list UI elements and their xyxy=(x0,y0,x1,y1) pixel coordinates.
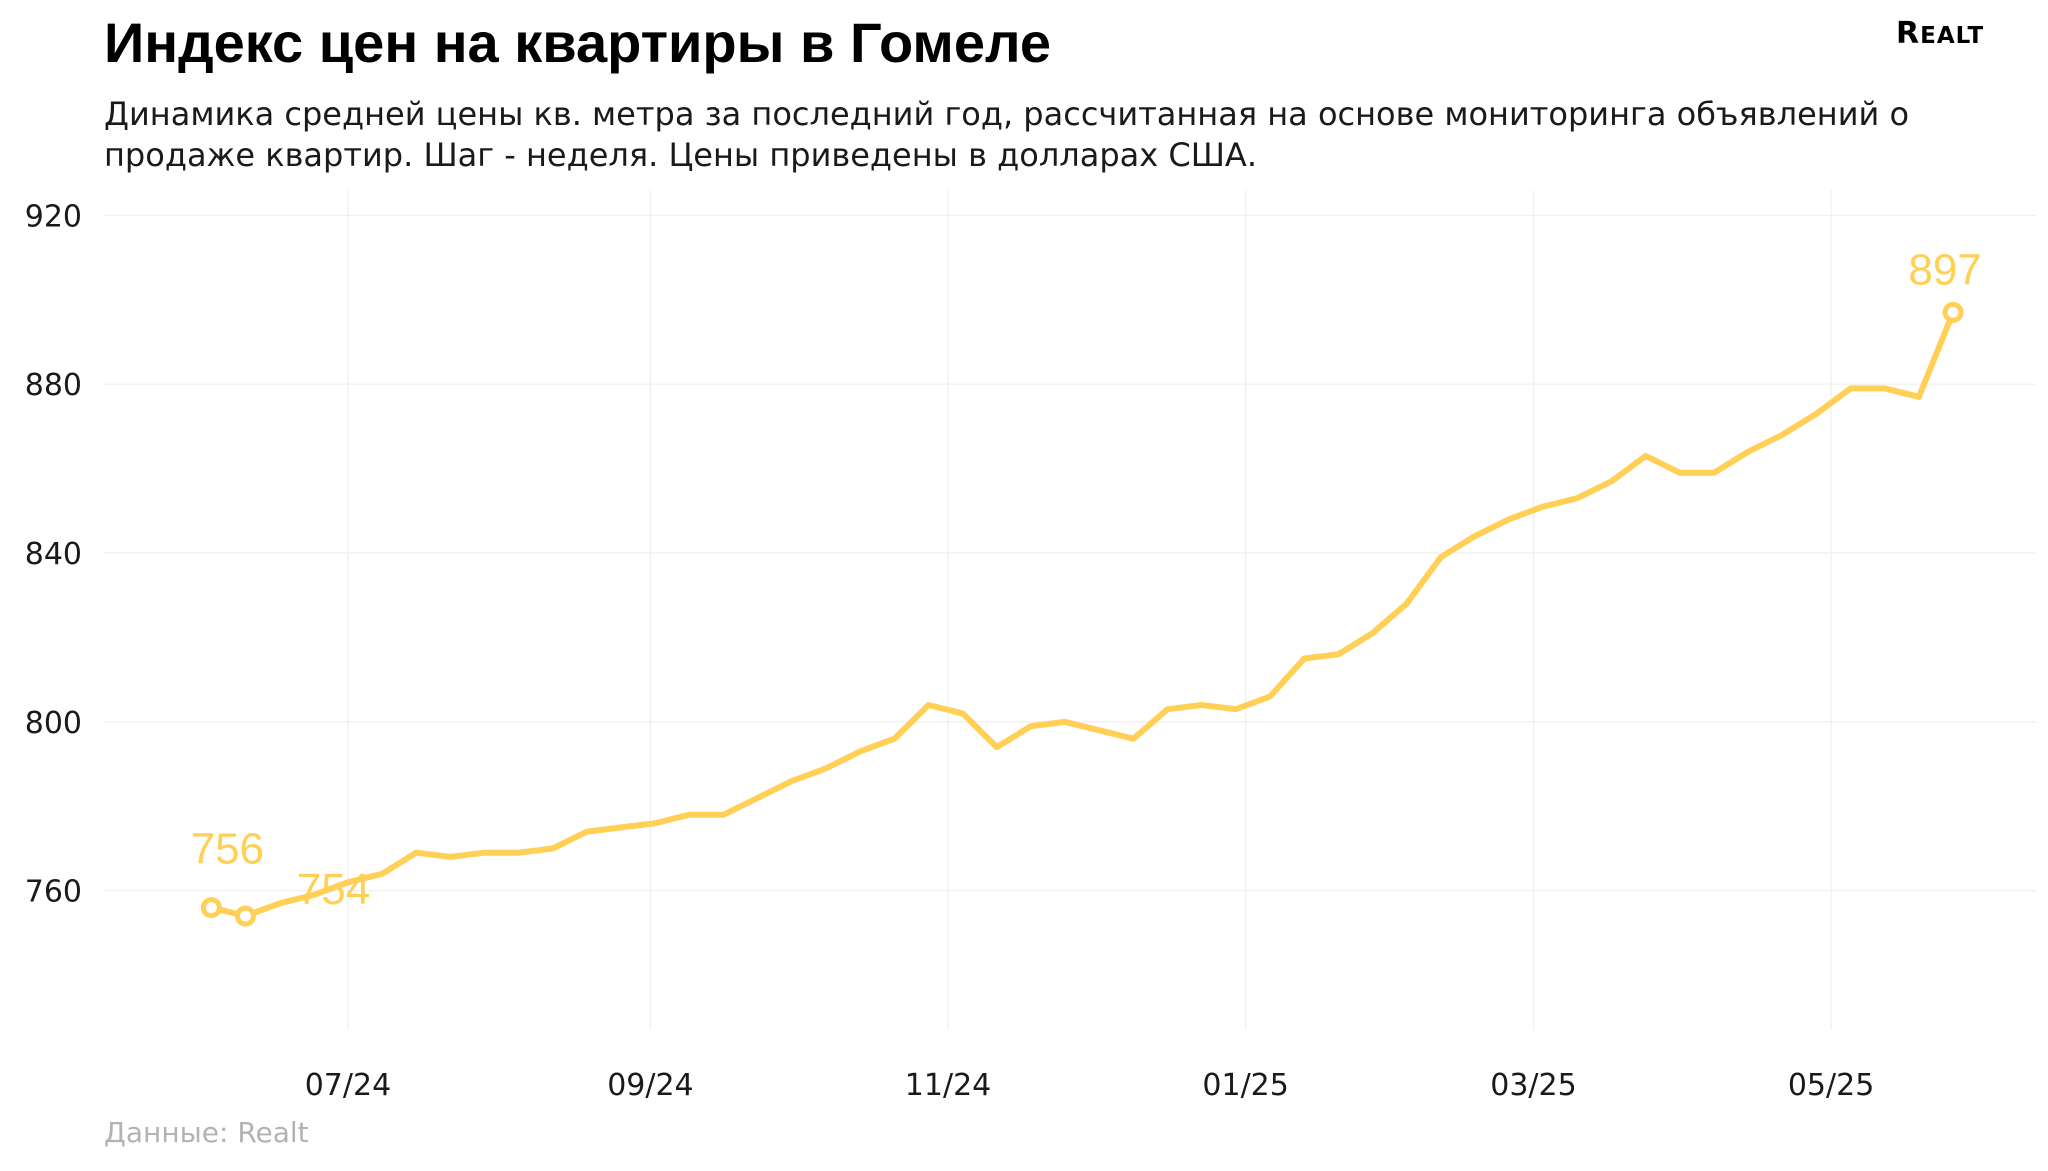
realt-logo[interactable]: REALT xyxy=(1896,16,1985,51)
x-tick-label: 11/24 xyxy=(905,1068,991,1103)
source-note: Данные: Realt xyxy=(104,1116,309,1149)
grid-layer xyxy=(104,190,2036,1030)
x-tick-label: 09/24 xyxy=(607,1068,693,1103)
series-layer xyxy=(208,309,1957,919)
point-value-label: 756 xyxy=(191,825,264,874)
y-axis: 760 800 840 880 920 xyxy=(25,199,82,909)
point-value-label: 897 xyxy=(1908,245,1981,294)
point-marker xyxy=(200,897,222,919)
series-line xyxy=(208,309,1957,919)
y-tick-label: 840 xyxy=(25,537,82,572)
annotation-layer: 756 754 897 xyxy=(191,245,1982,927)
x-tick-label: 01/25 xyxy=(1202,1068,1288,1103)
page-title: Индекс цен на квартиры в Гомеле xyxy=(104,11,1051,74)
x-tick-label: 05/25 xyxy=(1788,1068,1874,1103)
x-tick-label: 03/25 xyxy=(1490,1068,1576,1103)
x-axis: 07/24 09/24 11/24 01/25 03/25 05/25 xyxy=(305,1068,1875,1103)
y-tick-label: 760 xyxy=(25,875,82,910)
point-marker xyxy=(1942,301,1964,323)
x-tick-label: 07/24 xyxy=(305,1068,391,1103)
y-tick-label: 800 xyxy=(25,706,82,741)
y-tick-label: 880 xyxy=(25,368,82,403)
y-tick-label: 920 xyxy=(25,199,82,234)
point-marker xyxy=(234,905,256,927)
point-value-label: 754 xyxy=(297,865,370,914)
page-subtitle: Динамика средней цены кв. метра за после… xyxy=(104,95,1910,174)
